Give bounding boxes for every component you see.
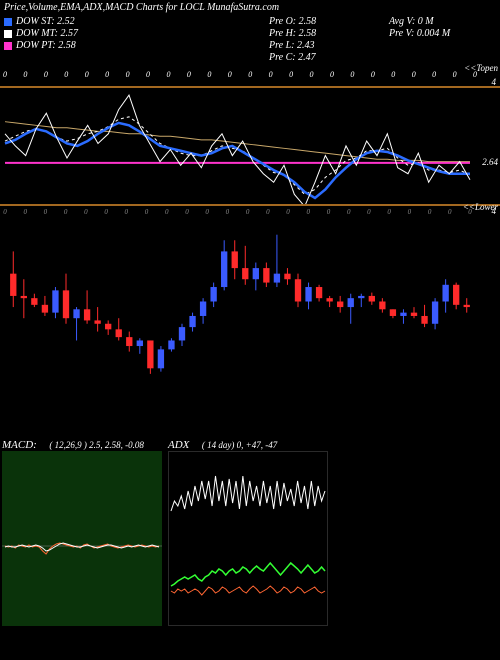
svg-text:0: 0 [269,70,273,79]
svg-text:0: 0 [44,70,48,79]
adx-title: ADX [168,439,189,451]
svg-text:0: 0 [350,70,354,79]
svg-text:0: 0 [367,208,371,216]
svg-text:0: 0 [226,208,230,216]
svg-text:0: 0 [165,208,169,216]
swatch-st [4,18,12,26]
adx-params: ( 14 day) 0, +47, -47 [202,440,277,450]
svg-text:0: 0 [104,208,108,216]
svg-text:0: 0 [84,208,88,216]
svg-text:0: 0 [64,208,68,216]
swatch-mt [4,30,12,38]
legend-dow-pt-label: DOW PT: 2.58 [16,40,76,52]
svg-text:0: 0 [310,70,314,79]
line-chart-panel: 2.64 [0,89,500,204]
macd-subchart: MACD: ( 12,26,9 ) 2.5, 2.58, -0.08 [2,439,162,626]
svg-text:0: 0 [347,208,351,216]
legend-pre-h: Pre H: 2.58 [269,28,389,40]
svg-text:0: 0 [412,70,416,79]
swatch-pt [4,42,12,50]
svg-text:4: 4 [492,77,497,87]
svg-text:0: 0 [327,208,331,216]
legend-dow-st-label: DOW ST: 2.52 [16,16,75,28]
svg-text:0: 0 [205,208,209,216]
svg-text:0: 0 [266,208,270,216]
svg-text:0: 0 [23,70,27,79]
svg-text:0: 0 [248,70,252,79]
macd-params: ( 12,26,9 ) 2.5, 2.58, -0.08 [49,440,144,450]
chart-title: Price,Volume,EMA,ADX,MACD Charts for LOC… [0,0,500,15]
legend-pre-c: Pre C: 2.47 [269,52,389,64]
svg-text:0: 0 [3,70,7,79]
legend-avg-v: Avg V: 0 M [389,16,450,28]
svg-text:0: 0 [145,208,149,216]
svg-text:0: 0 [228,70,232,79]
svg-text:0: 0 [286,208,290,216]
subchart-row: MACD: ( 12,26,9 ) 2.5, 2.58, -0.08 ADX (… [0,439,500,626]
svg-text:0: 0 [453,70,457,79]
svg-text:0: 0 [85,70,89,79]
legend-pre-o: Pre O: 2.58 [269,16,389,28]
svg-text:0: 0 [126,70,130,79]
legend-pre-l: Pre L: 2.43 [269,40,389,52]
svg-text:0: 0 [408,208,412,216]
line-right-tick: 2.64 [482,157,498,167]
svg-text:0: 0 [185,208,189,216]
top-axis-label: <<Topen [464,63,498,73]
svg-text:0: 0 [64,70,68,79]
candle-axis-label: <<Lower [463,202,498,212]
svg-text:0: 0 [371,70,375,79]
svg-text:0: 0 [330,70,334,79]
svg-text:0: 0 [246,208,250,216]
svg-text:0: 0 [3,208,7,216]
macd-title: MACD: [2,439,37,451]
legend-dow-mt: DOW MT: 2.57 [4,28,269,40]
legend-dow-mt-label: DOW MT: 2.57 [16,28,78,40]
svg-text:0: 0 [289,70,293,79]
svg-text:0: 0 [448,208,452,216]
svg-text:0: 0 [125,208,129,216]
candle-chart-panel: 0000000000000000000000004 <<Lower [0,204,500,389]
legend-pre-v: Pre V: 0.004 M [389,28,450,40]
svg-text:0: 0 [387,208,391,216]
top-axis-strip: 0000000000000000000000004 <<Topen [0,65,500,89]
svg-text:0: 0 [23,208,27,216]
svg-text:0: 0 [428,208,432,216]
legend-dow-st: DOW ST: 2.52 [4,16,269,28]
legend-dow-pt: DOW PT: 2.58 [4,40,269,52]
svg-text:0: 0 [166,70,170,79]
svg-text:0: 0 [44,208,48,216]
svg-text:0: 0 [307,208,311,216]
svg-text:0: 0 [146,70,150,79]
adx-subchart: ADX ( 14 day) 0, +47, -47 [168,439,328,626]
svg-text:0: 0 [432,70,436,79]
legend-block: DOW ST: 2.52 DOW MT: 2.57 DOW PT: 2.58 P… [0,15,500,65]
svg-text:0: 0 [105,70,109,79]
svg-text:0: 0 [207,70,211,79]
svg-text:0: 0 [391,70,395,79]
svg-text:0: 0 [187,70,191,79]
